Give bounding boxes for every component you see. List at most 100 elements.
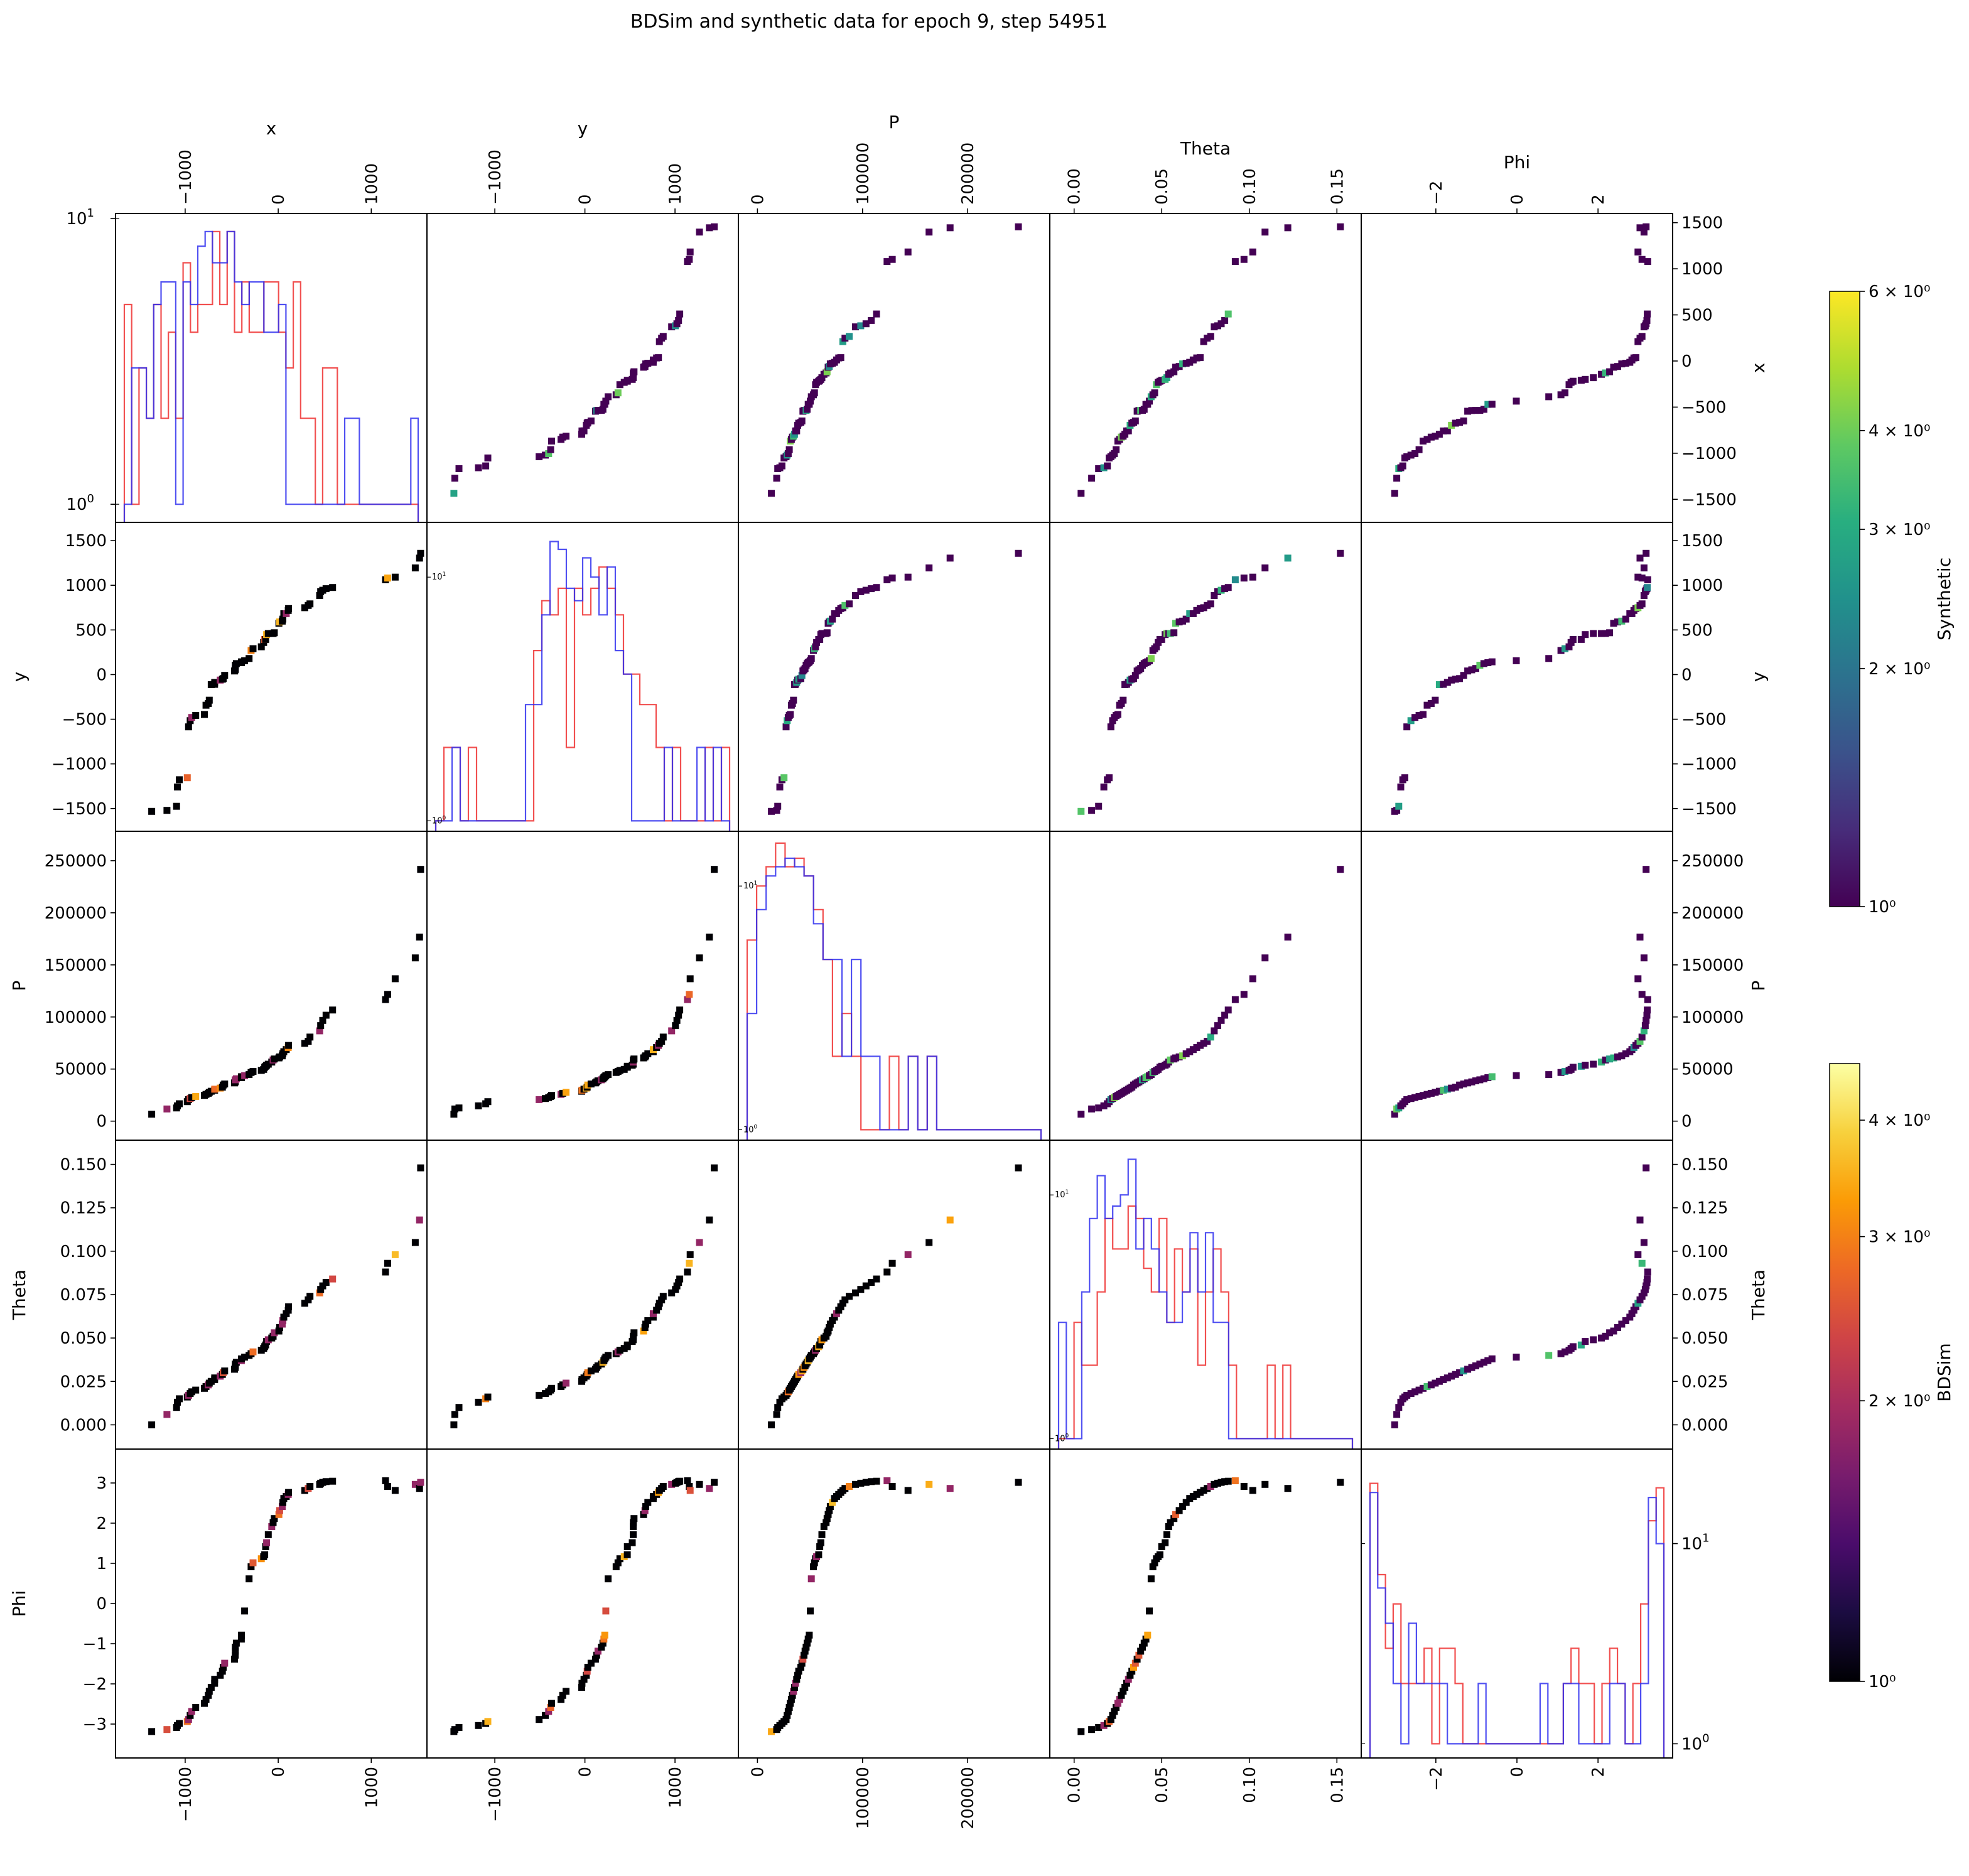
heatmap-bin	[862, 1282, 870, 1290]
subplot-frame	[1049, 213, 1362, 523]
heatmap-bin	[451, 1726, 458, 1733]
subplot-frame	[1361, 1140, 1673, 1450]
heatmap-bin	[711, 223, 718, 230]
heatmap-bin	[329, 1477, 337, 1485]
heatmap-bin	[1448, 421, 1455, 429]
y-right-tick-label: 1000	[1681, 576, 1723, 595]
heatmap-bin	[1634, 975, 1642, 983]
heatmap-bin	[798, 1659, 806, 1667]
heatmap-bin	[269, 1519, 277, 1526]
heatmap-bin	[316, 592, 323, 599]
colorbar-bdsim: 10⁰ 2 × 10⁰ 3 × 10⁰ 4 × 10⁰ BDSim	[1829, 1063, 1955, 1691]
heatmap-bin	[1590, 1336, 1597, 1344]
heatmap-bin	[1167, 630, 1174, 637]
heatmap-bin	[1077, 1111, 1085, 1118]
heatmap-bin	[1452, 1371, 1459, 1378]
heatmap-bin	[841, 601, 849, 609]
heatmap-bin	[1636, 224, 1644, 232]
heatmap-bin	[391, 573, 399, 581]
heatmap-bin	[536, 1096, 543, 1103]
heatmap-bin	[257, 643, 265, 650]
heatmap-bin	[279, 615, 286, 623]
heatmap-bin	[1632, 354, 1639, 362]
heatmap-bin	[1440, 1376, 1447, 1383]
heatmap-bin	[580, 427, 588, 434]
heatmap-bin	[1172, 620, 1179, 627]
y-tick-label: 0.150	[60, 1156, 107, 1175]
subplot-x-vs-y	[426, 213, 739, 523]
heatmap-bin	[416, 934, 423, 941]
heatmap-bin	[868, 316, 875, 324]
heatmap-bin	[417, 866, 424, 873]
x-tick-label: 0.15	[1328, 1767, 1347, 1803]
heatmap-bin	[904, 573, 912, 581]
heatmap-bin	[1411, 450, 1419, 457]
x-top-tick-label: 0.05	[1153, 168, 1172, 205]
heatmap-bin	[1590, 1060, 1597, 1068]
heatmap-bin	[1170, 629, 1178, 637]
heatmap-bin	[245, 1575, 253, 1583]
heatmap-bin	[1644, 584, 1651, 591]
heatmap-bin	[1640, 592, 1648, 599]
heatmap-bin	[676, 310, 684, 318]
heatmap-bin	[768, 807, 775, 815]
y-right-tick-label: 500	[1681, 306, 1713, 325]
heatmap-bin	[1634, 573, 1642, 581]
heatmap-bin	[823, 1515, 831, 1523]
heatmap-bin	[148, 1421, 156, 1428]
heatmap-bin	[793, 1676, 801, 1683]
heatmap-bin	[1207, 1033, 1214, 1041]
y-tick-label: 0.075	[60, 1286, 107, 1305]
heatmap-bin	[1640, 229, 1648, 236]
heatmap-bin	[873, 1275, 880, 1283]
heatmap-bin	[605, 1071, 612, 1079]
heatmap-bin	[1484, 1357, 1492, 1364]
heatmap-bin	[1167, 1519, 1174, 1526]
heatmap-bin	[1577, 377, 1585, 384]
x-top-axis-label-Theta: Theta	[1180, 138, 1231, 159]
heatmap-bin	[173, 1404, 180, 1411]
heatmap-bin	[1643, 1016, 1650, 1024]
subplot-frame	[738, 831, 1050, 1141]
heatmap-bin	[668, 323, 676, 331]
heatmap-bin	[616, 1067, 623, 1074]
heatmap-bin	[1109, 1712, 1116, 1719]
heatmap-bin	[1231, 996, 1239, 1003]
heatmap-bin	[1488, 1355, 1496, 1362]
subplot-y-vs-P	[738, 522, 1050, 832]
heatmap-bin	[1411, 1094, 1419, 1101]
heatmap-bin	[1513, 1072, 1520, 1079]
heatmap-bin	[1126, 1671, 1134, 1679]
heatmap-bin	[1590, 630, 1597, 637]
heatmap-bin	[594, 1647, 601, 1655]
heatmap-bin	[587, 1081, 595, 1087]
subplot-frame	[115, 1448, 428, 1759]
y-tick-label: 250000	[45, 852, 107, 871]
heatmap-bin	[616, 1555, 623, 1563]
heatmap-bin	[1614, 618, 1621, 626]
heatmap-bin	[1610, 364, 1617, 371]
y-right-tick-label: 1500	[1681, 214, 1723, 233]
heatmap-bin	[249, 1068, 257, 1075]
y-tick-label: −1500	[51, 800, 107, 819]
y-right-tick-label: 0.150	[1681, 1156, 1728, 1175]
heatmap-bin	[1221, 316, 1229, 324]
y-tick-label: 1500	[65, 532, 107, 551]
heatmap-bin	[536, 453, 543, 460]
heatmap-bin	[1480, 1075, 1487, 1082]
heatmap-bin	[686, 1251, 694, 1258]
heatmap-bin	[1186, 610, 1194, 617]
heatmap-bin	[285, 605, 293, 612]
heatmap-bin	[789, 1691, 796, 1699]
heatmap-bin	[630, 1531, 637, 1538]
heatmap-bin	[1393, 807, 1401, 814]
heatmap-bin	[284, 1307, 292, 1314]
heatmap-bin	[1189, 610, 1197, 617]
heatmap-bin	[1104, 462, 1111, 470]
heatmap-bin	[1577, 1062, 1585, 1070]
heatmap-bin	[1156, 1551, 1163, 1558]
hist-synthetic-Theta	[1057, 1158, 1354, 1449]
heatmap-bin	[1420, 438, 1427, 445]
heatmap-bin	[450, 1111, 458, 1118]
heatmap-bin	[600, 1636, 608, 1643]
